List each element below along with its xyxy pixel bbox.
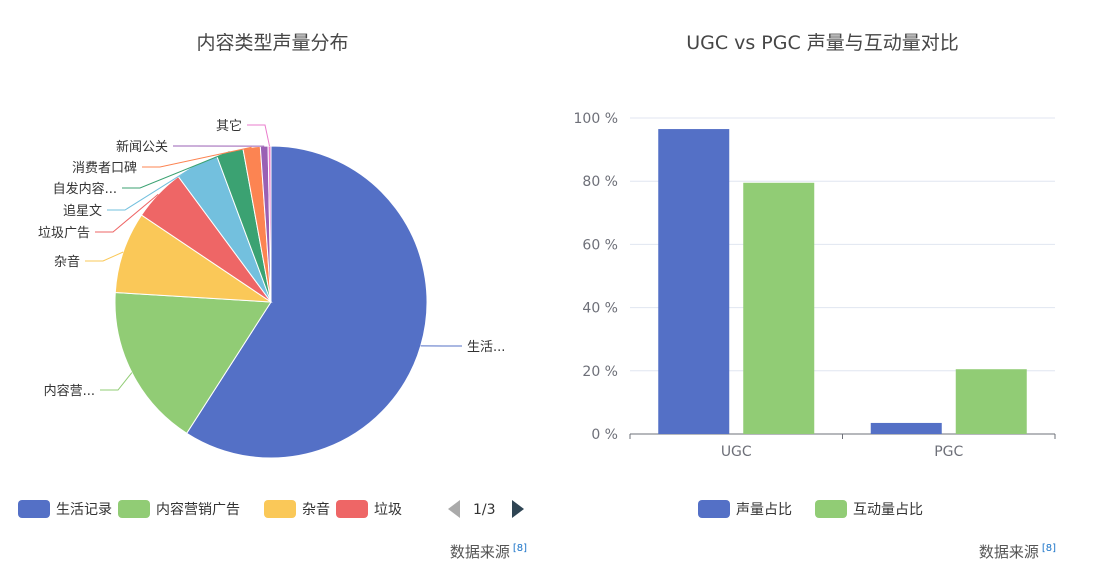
bar-legend-swatch-0[interactable]	[698, 500, 730, 518]
pie-slice-label-6: 消费者口碑	[72, 160, 137, 176]
pie-slice-label-4: 追星文	[63, 203, 102, 219]
y-tick-label-5: 100 %	[574, 111, 618, 127]
pie-chart: 生活... 内容营... 杂音 垃圾广告 追星文 自发内容... 消费者口碑 新闻公关 其它生活…	[18, 118, 524, 518]
pie-legend-swatch-0[interactable]	[18, 500, 50, 518]
pie-slice-label-7: 新闻公关	[116, 139, 168, 155]
x-tick-label-0: UGC	[721, 444, 752, 460]
data-source-label: 数据来源	[978, 543, 1039, 561]
pie-chart-panel: 内容类型声量分布 生活... 内容营... 杂音 垃圾广告 追星文 自发内容... 消费者口…	[0, 0, 545, 576]
data-source-link[interactable]: 数据来源 [8]	[979, 541, 1056, 562]
pie-slice-8[interactable]	[267, 145, 272, 303]
pie-slice-label-0: 生活...	[467, 340, 505, 355]
legend-prev-page-icon[interactable]	[448, 500, 460, 518]
y-tick-label-3: 60 %	[582, 237, 618, 253]
x-tick-label-1: PGC	[934, 444, 963, 460]
y-tick-label-4: 80 %	[582, 174, 618, 190]
bar-chart-panel: UGC vs PGC 声量与互动量对比 0 % 20 % 40 % 60 % 80 % 1…	[545, 0, 1100, 576]
bar-UGC-0[interactable]	[658, 129, 730, 434]
bar-UGC-1[interactable]	[743, 182, 815, 434]
bar-chart: 0 % 20 % 40 % 60 % 80 % 100 % UGC PGC 声量占比 互动量占比	[574, 111, 1056, 518]
pie-label-line-6	[142, 146, 252, 168]
pie-slice-label-2: 杂音	[54, 254, 80, 270]
y-tick-label-0: 0 %	[591, 427, 618, 443]
bar-PGC-1[interactable]	[955, 369, 1027, 434]
pie-label-line-1	[100, 372, 133, 391]
pie-label-line-3	[95, 193, 159, 233]
pie-label-line-8	[247, 124, 270, 147]
bar-legend-label-0[interactable]: 声量占比	[736, 502, 792, 518]
pie-label-line-4	[107, 164, 198, 211]
data-source-link[interactable]: 数据来源 [8]	[450, 541, 527, 562]
pie-legend-label-0[interactable]: 生活记录	[56, 502, 112, 518]
pie-slice-label-3: 垃圾广告	[38, 226, 90, 241]
legend-next-page-icon[interactable]	[512, 500, 524, 518]
y-tick-label-2: 40 %	[582, 301, 618, 317]
bar-chart-title: UGC vs PGC 声量与互动量对比	[686, 32, 959, 54]
pie-slice-label-8: 其它	[216, 118, 242, 134]
pie-slice-0[interactable]	[186, 145, 428, 459]
pie-chart-title: 内容类型声量分布	[196, 32, 349, 54]
bar-PGC-0[interactable]	[870, 422, 942, 434]
pie-slice-1[interactable]	[114, 291, 272, 434]
data-source-ref[interactable]: [8]	[1041, 543, 1056, 554]
pie-legend-swatch-2[interactable]	[264, 500, 296, 518]
data-source-ref[interactable]: [8]	[512, 543, 527, 554]
pie-slice-label-1: 内容营...	[44, 383, 95, 399]
pie-label-line-2	[85, 251, 124, 262]
legend-page-indicator: 1/3	[473, 502, 496, 518]
pie-legend-label-3[interactable]: 垃圾	[374, 502, 402, 518]
pie-legend-swatch-3[interactable]	[336, 500, 368, 518]
pie-label-line-5	[122, 151, 230, 189]
bar-legend-label-1[interactable]: 互动量占比	[853, 502, 923, 518]
pie-legend-label-1[interactable]: 内容营销广告	[156, 501, 240, 518]
y-tick-label-1: 20 %	[582, 364, 618, 380]
pie-legend-label-2[interactable]: 杂音	[302, 501, 330, 518]
pie-legend-swatch-1[interactable]	[118, 500, 150, 518]
data-source-label: 数据来源	[449, 543, 510, 561]
pie-slice-label-5: 自发内容...	[53, 181, 117, 197]
bar-legend-swatch-1[interactable]	[815, 500, 847, 518]
